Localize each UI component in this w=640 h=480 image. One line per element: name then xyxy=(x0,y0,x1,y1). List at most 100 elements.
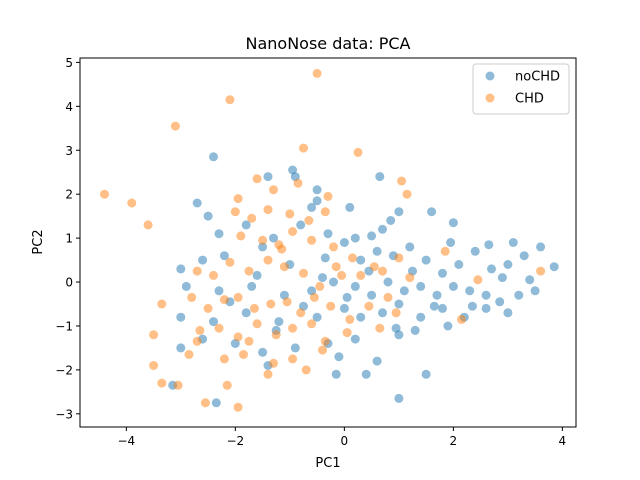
point-nochd-51 xyxy=(416,281,426,291)
point-nochd-10 xyxy=(241,220,251,230)
point-chd-79 xyxy=(200,398,210,408)
point-chd-29 xyxy=(192,266,202,276)
point-nochd-35 xyxy=(470,246,480,256)
point-nochd-47 xyxy=(350,281,360,291)
point-nochd-100 xyxy=(252,270,262,280)
point-nochd-17 xyxy=(378,224,387,234)
point-chd-65 xyxy=(342,328,352,338)
point-chd-55 xyxy=(383,292,393,302)
legend-marker-nochd xyxy=(485,71,495,81)
point-nochd-14 xyxy=(323,229,333,239)
point-chd-64 xyxy=(320,336,330,346)
y-tick-label: 5 xyxy=(65,56,73,70)
point-chd-72 xyxy=(269,358,278,368)
point-chd-12 xyxy=(323,191,333,201)
x-tick-label: 0 xyxy=(341,434,349,448)
point-chd-40 xyxy=(394,253,404,263)
point-nochd-6 xyxy=(192,198,202,208)
point-chd-62 xyxy=(288,323,298,333)
point-chd-11 xyxy=(293,178,303,188)
point-nochd-8 xyxy=(307,202,317,212)
point-chd-17 xyxy=(263,205,273,215)
point-chd-87 xyxy=(391,308,401,318)
point-nochd-5 xyxy=(312,185,322,195)
point-nochd-33 xyxy=(438,268,447,278)
point-chd-19 xyxy=(304,216,314,225)
point-nochd-76 xyxy=(290,343,300,353)
points-layer xyxy=(100,68,559,412)
point-nochd-12 xyxy=(269,233,278,243)
point-nochd-9 xyxy=(345,202,355,212)
point-nochd-91 xyxy=(386,216,396,225)
point-nochd-42 xyxy=(214,286,224,296)
point-nochd-92 xyxy=(446,238,456,247)
y-tick-label: 0 xyxy=(65,276,73,290)
point-chd-18 xyxy=(285,209,295,219)
point-chd-16 xyxy=(247,213,257,223)
point-chd-42 xyxy=(157,299,167,309)
point-chd-82 xyxy=(536,266,546,276)
point-chd-84 xyxy=(473,275,483,285)
point-nochd-63 xyxy=(312,312,322,322)
legend-box xyxy=(472,63,570,115)
point-nochd-23 xyxy=(219,251,229,261)
point-nochd-75 xyxy=(258,347,268,357)
point-nochd-27 xyxy=(339,238,349,247)
point-chd-22 xyxy=(236,231,246,241)
point-nochd-59 xyxy=(176,312,186,322)
point-chd-4 xyxy=(353,147,363,157)
point-nochd-55 xyxy=(481,290,491,300)
y-tick-label: 4 xyxy=(65,100,73,114)
point-chd-50 xyxy=(296,308,306,318)
point-chd-60 xyxy=(252,319,262,329)
point-nochd-69 xyxy=(438,303,447,313)
point-nochd-21 xyxy=(176,264,186,274)
point-chd-41 xyxy=(405,273,415,283)
chart-title: NanoNose data: PCA xyxy=(245,34,410,53)
point-chd-57 xyxy=(195,325,205,335)
point-chd-86 xyxy=(337,270,347,280)
y-tick-label: −2 xyxy=(55,363,73,377)
point-nochd-84 xyxy=(361,369,371,379)
point-chd-25 xyxy=(307,235,317,245)
point-nochd-97 xyxy=(467,301,477,311)
point-chd-30 xyxy=(209,270,218,280)
point-nochd-81 xyxy=(410,325,420,335)
point-nochd-40 xyxy=(549,262,559,272)
point-chd-5 xyxy=(100,189,109,199)
point-chd-31 xyxy=(225,257,235,267)
point-chd-75 xyxy=(157,378,167,388)
point-nochd-79 xyxy=(372,356,382,366)
point-nochd-93 xyxy=(484,240,494,250)
point-chd-23 xyxy=(258,235,268,245)
point-chd-78 xyxy=(263,369,273,379)
point-chd-10 xyxy=(269,185,278,195)
point-nochd-83 xyxy=(334,352,344,362)
point-nochd-56 xyxy=(497,273,507,283)
point-chd-43 xyxy=(187,292,197,302)
point-nochd-4 xyxy=(375,172,385,182)
point-chd-7 xyxy=(143,220,153,230)
point-nochd-19 xyxy=(427,207,437,217)
point-chd-71 xyxy=(239,350,248,359)
point-chd-51 xyxy=(309,292,319,302)
legend-label-chd: CHD xyxy=(515,92,544,107)
point-nochd-36 xyxy=(487,264,496,274)
point-nochd-64 xyxy=(339,303,349,313)
point-chd-81 xyxy=(457,314,466,324)
point-nochd-2 xyxy=(263,172,273,182)
point-nochd-60 xyxy=(209,317,218,327)
point-nochd-103 xyxy=(429,301,439,311)
point-nochd-86 xyxy=(176,343,186,353)
point-nochd-46 xyxy=(329,277,338,287)
point-nochd-54 xyxy=(465,286,475,296)
y-tick-label: 1 xyxy=(65,232,73,246)
point-nochd-32 xyxy=(421,255,431,265)
point-chd-1 xyxy=(225,95,235,105)
point-chd-68 xyxy=(184,350,194,359)
point-chd-63 xyxy=(307,319,317,329)
point-nochd-52 xyxy=(432,290,442,300)
point-chd-83 xyxy=(440,246,450,256)
point-nochd-95 xyxy=(320,253,330,263)
